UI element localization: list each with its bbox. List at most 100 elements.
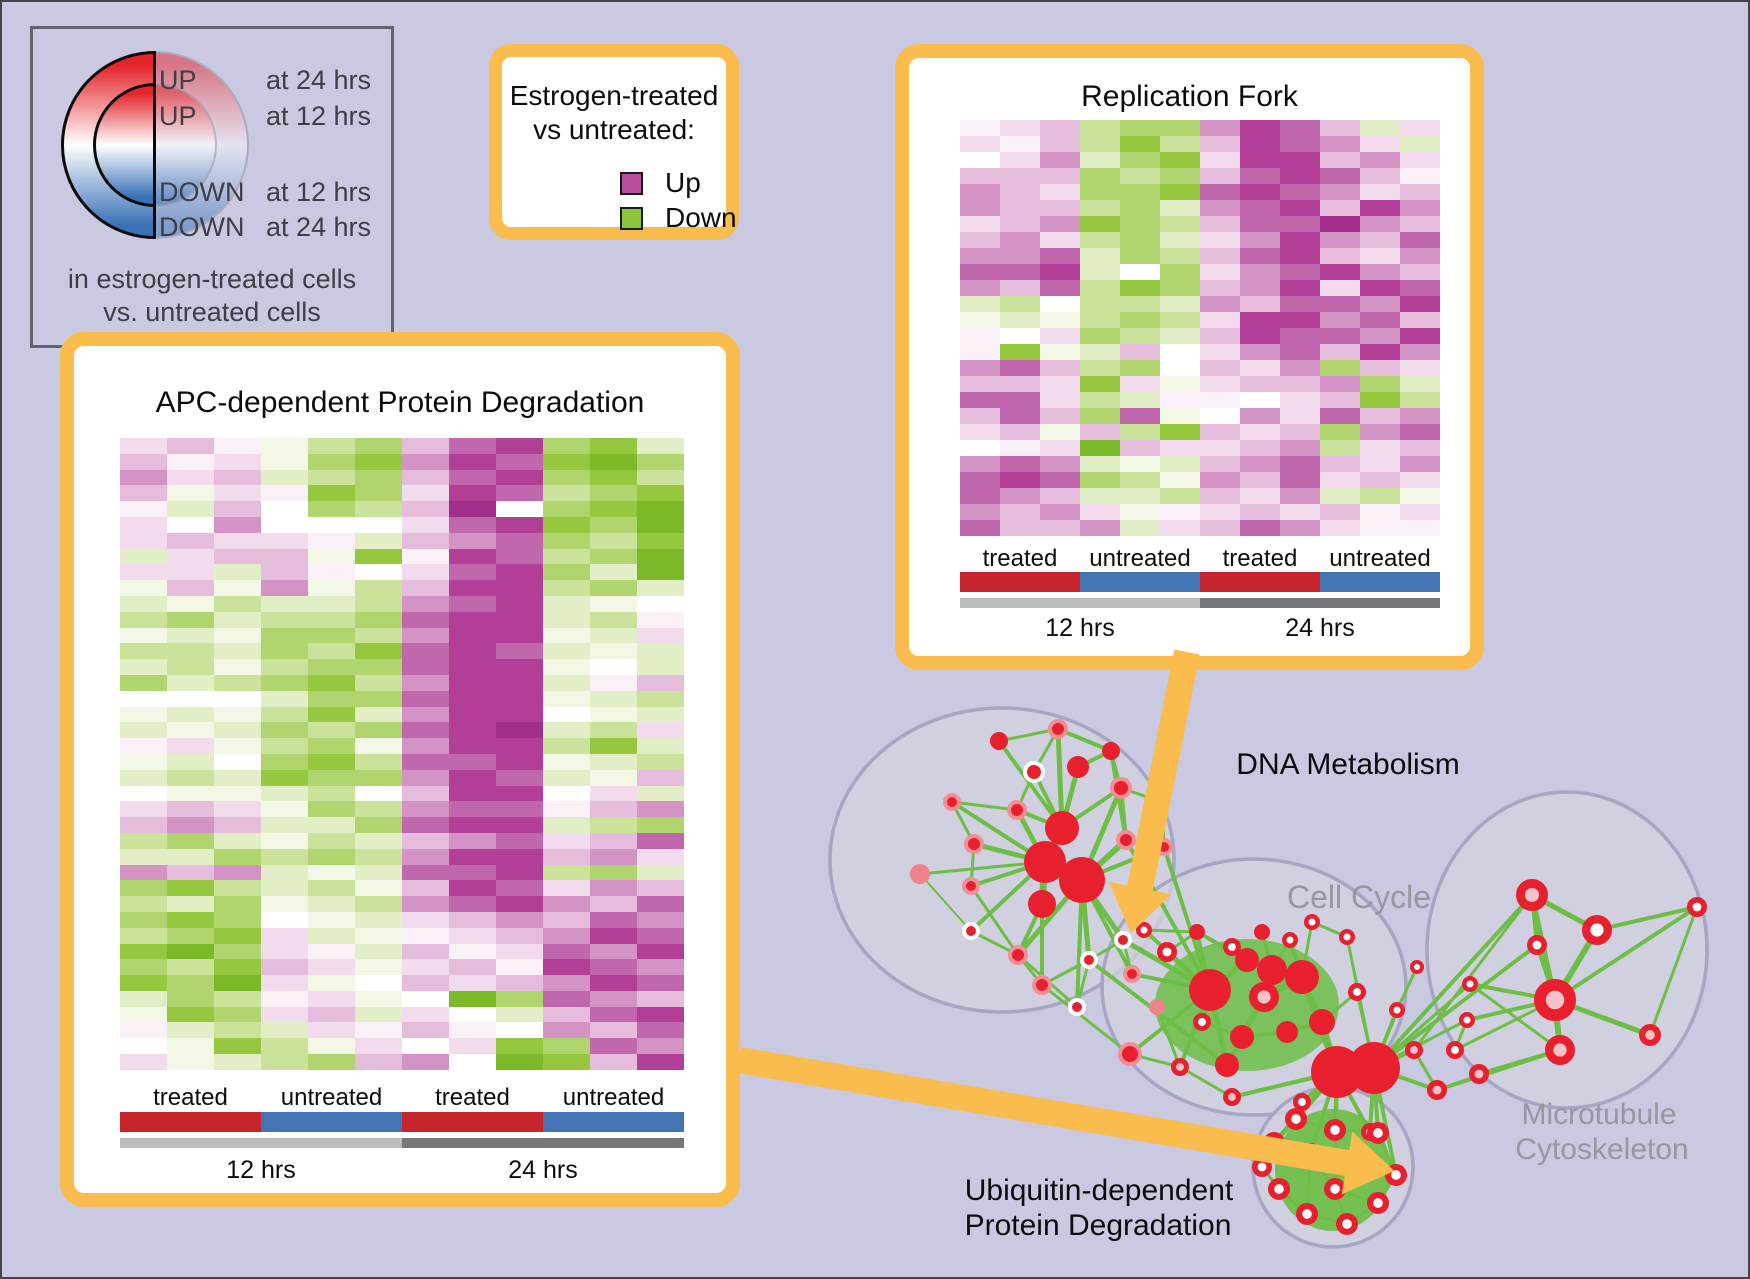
network-node-donut-white	[1338, 928, 1355, 945]
heatmap-cell	[1160, 264, 1200, 280]
cluster-ellipse-dna-metabolism	[828, 706, 1176, 1014]
heatmap-cell	[120, 690, 167, 707]
heatmap-cell	[449, 990, 496, 1007]
heatmap-cell	[355, 990, 402, 1007]
network-node-donut-white	[1281, 931, 1298, 948]
heatmap-cell	[1320, 248, 1360, 264]
apc-group-label: treated	[435, 1084, 510, 1111]
heatmap-cell	[960, 440, 1000, 456]
heatmap-cell	[167, 438, 214, 454]
heatmap-cell	[1400, 408, 1440, 424]
heatmap-cell	[1360, 152, 1400, 168]
heatmap-cell	[543, 706, 590, 723]
ring-divider	[153, 51, 156, 239]
heatmap-cell	[1000, 184, 1040, 200]
network-edge	[1160, 801, 1166, 848]
heatmap-cell	[637, 769, 684, 786]
network-edge	[1015, 771, 1036, 811]
heatmap-cell	[496, 848, 543, 865]
heatmap-cell	[960, 472, 1000, 488]
rf-group-label: treated	[982, 545, 1058, 572]
heatmap-cell	[1080, 392, 1120, 408]
network-node-solid	[1311, 1046, 1363, 1098]
heatmap-cell	[402, 1006, 449, 1023]
heatmap-cell	[214, 848, 261, 865]
heatmap-cell	[308, 943, 355, 960]
heatmap-cell	[1280, 312, 1320, 328]
heatmap-cell	[214, 753, 261, 770]
heatmap-cell	[496, 769, 543, 786]
network-edge	[1129, 1052, 1181, 1069]
heatmap-cell	[496, 817, 543, 833]
heatmap-cell	[1360, 136, 1400, 152]
heatmap-cell	[261, 485, 308, 502]
heatmap-cell	[1200, 360, 1240, 376]
network-edge	[1121, 939, 1134, 975]
heatmap-cell	[1000, 504, 1040, 520]
heatmap-cell	[1200, 280, 1240, 296]
heatmap-cell	[543, 1054, 590, 1070]
heatmap-cell	[637, 595, 684, 612]
heatmap-cell	[167, 722, 214, 739]
heatmap-cell	[1080, 296, 1120, 312]
arrow-replication-fork-to-dna-shaft	[1127, 649, 1200, 891]
estrogen-legend-box: Estrogen-treated vs untreated: Up Down	[489, 44, 739, 240]
heatmap-row	[960, 472, 1440, 488]
heatmap-cell	[449, 753, 496, 770]
heatmap-row	[960, 488, 1440, 504]
heatmap-cell	[261, 817, 308, 833]
network-edge	[1016, 903, 1044, 956]
heatmap-cell	[1320, 392, 1360, 408]
heatmap-cell	[543, 738, 590, 754]
heatmap-cell	[308, 690, 355, 707]
heatmap-cell	[355, 548, 402, 565]
heatmap-cell	[449, 1038, 496, 1055]
heatmap-cell	[1240, 120, 1280, 136]
heatmap-cell	[402, 975, 449, 991]
heatmap-cell	[355, 1022, 402, 1039]
heatmap-cell	[167, 532, 214, 549]
network-node-pink-ring	[1048, 719, 1068, 739]
heatmap-cell	[1120, 344, 1160, 360]
heatmap-cell	[590, 469, 637, 486]
network-node-solid	[990, 732, 1008, 750]
heatmap-cell	[1040, 184, 1080, 200]
heatmap-row	[120, 469, 684, 486]
heatmap-cell	[214, 801, 261, 818]
heatmap-cell	[1120, 520, 1160, 536]
network-edge	[1535, 944, 1557, 1001]
heatmap-cell	[402, 1054, 449, 1070]
heatmap-cell	[1320, 136, 1360, 152]
rf-time-label-12: 12 hrs	[1045, 614, 1115, 642]
heatmap-cell	[543, 548, 590, 565]
heatmap-cell	[261, 516, 308, 533]
heatmap-cell	[1280, 456, 1320, 472]
heatmap-cell	[1240, 168, 1280, 184]
heatmap-cell	[120, 595, 167, 612]
cluster-ellipse-microtubule-cytoskeleton	[1425, 790, 1709, 1110]
apc-group-label: untreated	[280, 1084, 383, 1111]
heatmap-cell	[402, 896, 449, 912]
network-edge	[1412, 894, 1534, 1051]
heatmap-cell	[1120, 216, 1160, 232]
heatmap-cell	[1000, 424, 1040, 440]
network-edge	[1109, 750, 1123, 789]
heatmap-cell	[637, 1038, 684, 1055]
heatmap-cell	[1160, 456, 1200, 472]
heatmap-cell	[120, 580, 167, 596]
heatmap-cell	[637, 990, 684, 1007]
heatmap-cell	[496, 595, 543, 612]
heatmap-cell	[543, 801, 590, 818]
heatmap-cell	[1280, 280, 1320, 296]
heatmap-cell	[1080, 280, 1120, 296]
heatmap-cell	[308, 453, 355, 470]
heatmap-cell	[1000, 520, 1040, 536]
heatmap-cell	[214, 627, 261, 644]
heatmap-cell	[261, 975, 308, 991]
heatmap-cell	[449, 674, 496, 691]
network-edge	[1395, 966, 1419, 1011]
network-edge	[997, 739, 1064, 830]
network-node-solid	[1189, 924, 1205, 940]
heatmap-cell	[261, 959, 308, 976]
heatmap-cell	[1280, 408, 1320, 424]
